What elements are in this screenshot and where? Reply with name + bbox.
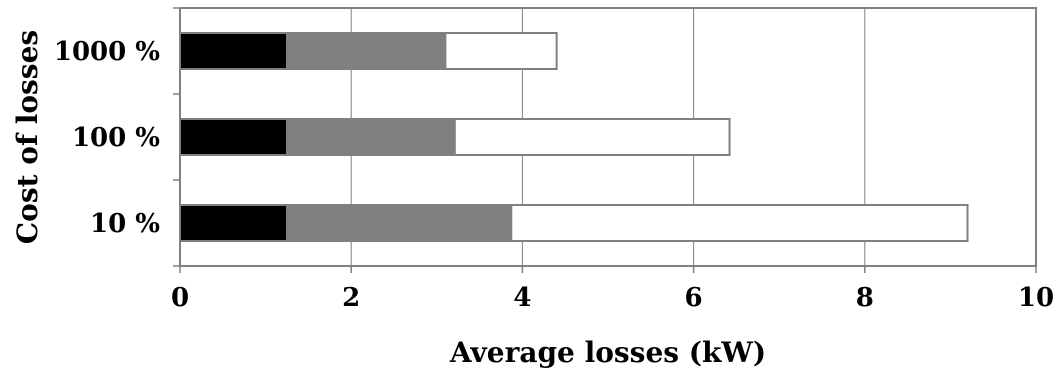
bar-segment [286,32,447,70]
y-axis-title: Cost of losses [11,30,44,244]
x-tick-label: 10 [1018,283,1054,313]
x-tick-label: 6 [685,283,703,313]
x-tick-label: 2 [342,283,360,313]
x-axis-title: Average losses (kW) [449,336,766,369]
bar-segment [453,118,731,156]
y-axis [173,7,180,267]
bar-segment [179,118,288,156]
bar-segment [286,118,456,156]
y-category-label: 10 % [90,209,160,239]
bar-segment [444,32,558,70]
x-tick-label: 8 [856,283,874,313]
x-tick-label: 4 [513,283,531,313]
y-category-label: 1000 % [54,37,160,67]
x-tick-label: 0 [171,283,189,313]
bar-segment [286,204,513,242]
bar-segment [179,204,288,242]
bars [179,32,969,242]
bar-segment [179,32,288,70]
category-labels: 10 % 100 % 1000 % [54,37,160,239]
bar-segment [510,204,969,242]
x-axis [179,266,1037,273]
x-tick-labels: 0 2 4 6 8 10 [171,283,1054,313]
y-category-label: 100 % [72,123,160,153]
